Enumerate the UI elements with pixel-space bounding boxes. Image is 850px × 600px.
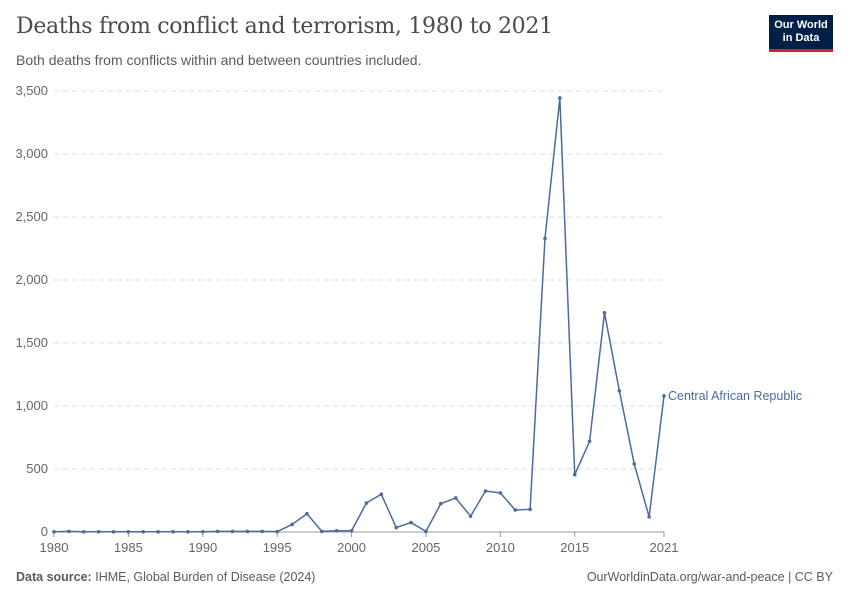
series-label: Central African Republic — [668, 389, 802, 403]
y-tick-label: 1,000 — [15, 398, 48, 413]
y-tick-label: 500 — [26, 461, 48, 476]
source-label: Data source: — [16, 570, 92, 584]
owid-logo[interactable]: Our World in Data — [769, 15, 833, 52]
data-point — [111, 529, 116, 534]
data-point — [528, 507, 532, 512]
data-point — [513, 508, 518, 512]
data-point — [215, 529, 220, 534]
y-tick-label: 1,500 — [15, 335, 48, 350]
data-source: Data source: IHME, Global Burden of Dise… — [16, 570, 315, 584]
data-point — [439, 501, 443, 506]
y-tick-label: 3,500 — [15, 83, 48, 98]
data-point — [572, 472, 577, 477]
data-point — [156, 529, 160, 534]
data-point — [81, 529, 86, 534]
data-point — [558, 96, 562, 100]
x-tick-label: 1980 — [40, 540, 69, 555]
logo-line1: Our World — [774, 19, 828, 31]
footer-link[interactable]: OurWorldinData.org/war-and-peace | CC BY — [586, 570, 833, 584]
data-point — [67, 529, 71, 534]
data-point — [349, 528, 354, 533]
chart-subtitle: Both deaths from conflicts within and be… — [16, 52, 422, 68]
data-point — [364, 501, 369, 505]
y-tick-label: 0 — [41, 524, 48, 539]
data-point — [260, 529, 265, 534]
data-point — [141, 529, 146, 534]
data-point — [424, 529, 428, 534]
data-point — [334, 528, 339, 533]
data-point — [186, 529, 190, 534]
x-tick-label: 2005 — [411, 540, 440, 555]
data-point — [52, 529, 56, 534]
x-tick-label: 1985 — [114, 540, 143, 555]
x-tick-label: 2021 — [650, 540, 679, 555]
logo-line2: in Data — [782, 32, 820, 44]
data-point — [245, 529, 250, 534]
data-point — [290, 522, 294, 527]
y-tick-label: 2,000 — [15, 272, 48, 287]
data-point — [632, 462, 637, 466]
data-point — [587, 439, 592, 444]
x-tick-label: 2015 — [560, 540, 589, 555]
series-line — [53, 97, 665, 533]
data-point — [275, 529, 279, 534]
data-point — [543, 236, 547, 241]
x-tick-label: 1995 — [263, 540, 292, 555]
data-point — [394, 525, 398, 530]
data-point — [171, 529, 175, 534]
data-point — [305, 511, 309, 516]
source-text: IHME, Global Burden of Disease (2024) — [95, 570, 316, 584]
data-point — [647, 515, 651, 519]
y-tick-label: 3,000 — [15, 146, 48, 161]
data-point — [453, 496, 458, 500]
chart-title: Deaths from conflict and terrorism, 1980… — [16, 14, 553, 39]
data-point — [409, 520, 413, 525]
x-tick-label: 2000 — [337, 540, 366, 555]
data-point — [230, 529, 235, 534]
data-point — [126, 529, 131, 534]
data-point — [379, 492, 384, 497]
data-point — [320, 529, 324, 534]
data-point — [468, 514, 473, 519]
data-point — [498, 491, 503, 495]
data-point — [96, 529, 101, 534]
x-tick-label: 2010 — [486, 540, 515, 555]
data-point — [200, 529, 205, 534]
x-tick-label: 1990 — [188, 540, 217, 555]
y-tick-label: 2,500 — [15, 209, 48, 224]
data-point — [617, 389, 622, 393]
data-point — [483, 489, 488, 493]
data-point — [662, 394, 666, 398]
data-point — [602, 310, 607, 315]
